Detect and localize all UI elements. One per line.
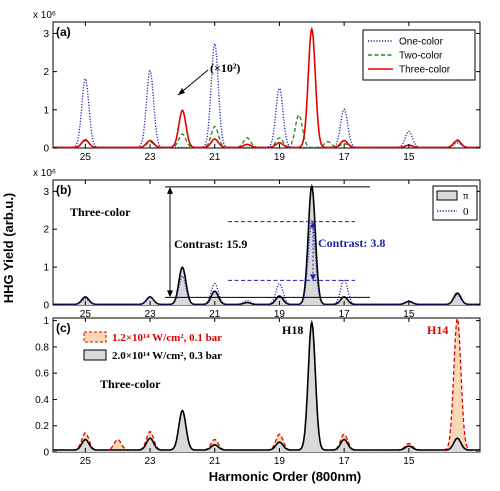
panel-label: (c) xyxy=(56,321,71,335)
legend-swatch xyxy=(436,190,458,201)
inner-label: Three-color xyxy=(70,205,131,219)
exponent-label: x 10⁶ xyxy=(33,168,56,179)
legend-label: 2.0×10¹⁴ W/cm², 0.3 bar xyxy=(112,350,222,362)
y-tick-label: 0.6 xyxy=(35,369,49,380)
legend-label: π xyxy=(463,190,469,202)
x-tick-label: 17 xyxy=(339,152,351,163)
y-tick-label: 3 xyxy=(43,29,49,40)
x-tick-label: 19 xyxy=(274,152,286,163)
y-tick-label: 3 xyxy=(43,187,49,198)
peak-label-h18: H18 xyxy=(282,323,303,337)
contrast-arrowhead-blue xyxy=(310,274,316,281)
x-tick-label: 25 xyxy=(80,309,92,320)
x-tick-label: 19 xyxy=(274,309,286,320)
legend-label: Two-color xyxy=(399,51,443,62)
x-tick-label: 23 xyxy=(144,456,156,467)
x-tick-label: 19 xyxy=(274,456,286,467)
y-tick-label: 0.2 xyxy=(35,421,49,432)
y-tick-label: 1 xyxy=(43,263,49,274)
panel-label: (a) xyxy=(56,25,71,39)
y-tick-label: 0.8 xyxy=(35,342,49,353)
scale-annotation: (×10²) xyxy=(210,61,240,75)
y-tick-label: 0 xyxy=(43,448,49,459)
y-tick-label: 1 xyxy=(43,316,49,327)
legend-label: Three-color xyxy=(399,65,451,76)
x-tick-label: 17 xyxy=(339,456,351,467)
x-tick-label: 21 xyxy=(209,309,221,320)
contrast-label-bg xyxy=(172,237,238,251)
x-tick-label: 15 xyxy=(403,456,415,467)
series-line-1 xyxy=(53,219,480,306)
x-tick-label: 23 xyxy=(144,152,156,163)
x-tick-label: 15 xyxy=(403,309,415,320)
annotation-arrowhead xyxy=(178,88,185,95)
contrast-arrowhead xyxy=(167,186,173,194)
x-tick-label: 21 xyxy=(209,456,221,467)
legend-label: 0 xyxy=(463,206,469,218)
peak-label-h14: H14 xyxy=(427,323,448,337)
y-tick-label: 1 xyxy=(43,105,49,116)
legend-label: One-color xyxy=(399,37,444,48)
y-tick-label: 0 xyxy=(43,144,49,155)
y-tick-label: 2 xyxy=(43,67,49,78)
y-tick-label: 0.4 xyxy=(35,395,49,406)
contrast-arrowhead-blue xyxy=(310,221,316,228)
x-tick-label: 23 xyxy=(144,309,156,320)
y-tick-label: 0 xyxy=(43,301,49,312)
panel-c: 0 0.2 0.4 0.6 0.8 1 25 23 21 19 17 15 (c) Three-color… xyxy=(35,316,481,467)
inner-label: Three-color xyxy=(100,377,161,391)
panel-label: (b) xyxy=(56,183,71,197)
legend-swatch xyxy=(83,331,107,343)
plot-frame xyxy=(52,179,481,306)
x-tick-label: 21 xyxy=(209,152,221,163)
plot-frame xyxy=(52,317,481,453)
legend-swatch xyxy=(83,349,107,361)
legend-label: 1.2×10¹⁴ W/cm², 0.1 bar xyxy=(112,332,222,344)
x-axis-title: Harmonic Order (800nm) xyxy=(209,469,361,484)
x-tick-label: 17 xyxy=(339,309,351,320)
x-tick-label: 15 xyxy=(403,152,415,163)
y-tick-label: 2 xyxy=(43,225,49,236)
series-line-1 xyxy=(53,319,480,451)
y-axis-title: HHG Yield (arb.u.) xyxy=(1,193,16,304)
contrast-arrowhead xyxy=(167,290,173,298)
contrast-label-blue: Contrast: 3.8 xyxy=(318,236,385,250)
x-tick-label: 25 xyxy=(80,456,92,467)
x-tick-label: 25 xyxy=(80,152,92,163)
contrast-label-black: Contrast: 15.9 xyxy=(174,237,247,251)
exponent-label: x 10⁶ xyxy=(33,10,56,21)
